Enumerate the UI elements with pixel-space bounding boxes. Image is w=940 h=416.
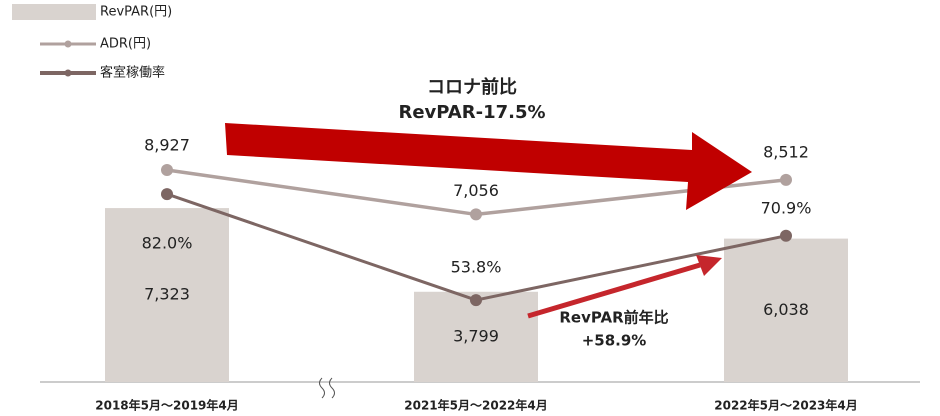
arrow (225, 123, 752, 210)
legend-marker (64, 40, 72, 48)
axis-break (319, 377, 335, 399)
legend-label: ADR(円) (100, 37, 151, 52)
bar (414, 291, 538, 382)
legend-swatch (12, 4, 96, 20)
annotation: RevPAR前年比 (559, 309, 668, 327)
x-tick-label: 2022年5月～2023年4月 (714, 398, 858, 413)
bar (724, 238, 848, 382)
legend-marker (64, 69, 72, 77)
legend-label: RevPAR(円) (100, 5, 172, 20)
data-label: 6,038 (763, 300, 809, 319)
bar (105, 208, 229, 382)
data-label: 3,799 (453, 326, 499, 345)
annotation: RevPAR-17.5% (398, 102, 545, 123)
point (470, 208, 482, 221)
legend-label: 客室稼働率 (100, 65, 165, 81)
point (161, 188, 173, 201)
data-label: 7,323 (144, 285, 190, 304)
data-label: 70.9% (761, 198, 812, 217)
point (780, 173, 792, 186)
point (780, 229, 792, 242)
data-label: 8,512 (763, 142, 809, 161)
point (161, 163, 173, 176)
x-tick-label: 2018年5月～2019年4月 (95, 398, 239, 413)
x-tick-label: 2021年5月～2022年4月 (404, 398, 548, 413)
arrow-head (696, 255, 722, 276)
annotation: コロナ前比 (427, 76, 517, 98)
data-label: 7,056 (453, 181, 499, 200)
point (470, 294, 482, 307)
data-label: 8,927 (144, 135, 190, 154)
data-label: 53.8% (451, 258, 502, 277)
annotation: +58.9% (582, 332, 647, 350)
arrow (527, 262, 701, 319)
data-label: 82.0% (142, 234, 193, 253)
